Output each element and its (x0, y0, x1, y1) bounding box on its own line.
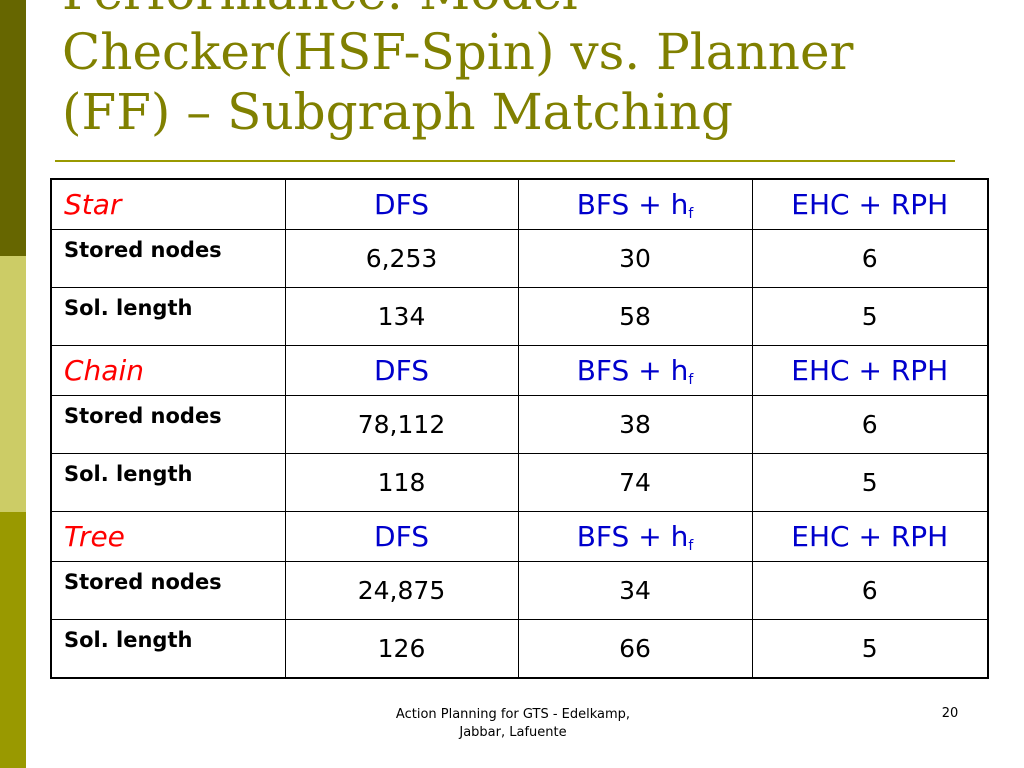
sidebar-band-bottom (0, 512, 26, 768)
method-cell: DFS (284, 178, 519, 230)
value-cell: 38 (517, 395, 753, 454)
group-label-tree: Tree (50, 511, 286, 562)
table-group-header-row: Star DFS BFS + hf EHC + RPH (50, 178, 989, 230)
footer-line-2: Jabbar, Lafuente (459, 725, 567, 740)
row-label: Stored nodes (50, 561, 286, 620)
value-cell: 34 (517, 561, 753, 620)
slide-title-line-3: (FF) – Subgraph Matching (62, 83, 733, 141)
slide-footer: Action Planning for GTS - Edelkamp, Jabb… (358, 706, 668, 742)
value-cell: 6,253 (284, 229, 519, 288)
footer-line-1: Action Planning for GTS - Edelkamp, (395, 707, 631, 722)
table-row: Stored nodes 6,253 30 6 (50, 229, 989, 288)
group-label-chain: Chain (50, 345, 286, 396)
sidebar-band-middle (0, 256, 26, 512)
value-cell: 58 (517, 287, 753, 346)
table-group-header-row: Chain DFS BFS + hf EHC + RPH (50, 345, 989, 396)
value-cell: 5 (751, 619, 989, 679)
table-row: Stored nodes 24,875 34 6 (50, 561, 989, 620)
slide-title-line-1: Performance: Model (62, 0, 992, 22)
value-cell: 6 (751, 395, 989, 454)
method-cell: EHC + RPH (751, 178, 989, 230)
method-cell: BFS + hf (517, 511, 753, 562)
slide-title-line-2: Checker(HSF-Spin) vs. Planner (62, 23, 854, 81)
value-cell: 118 (284, 453, 519, 512)
title-divider (55, 160, 955, 162)
table-group-header-row: Tree DFS BFS + hf EHC + RPH (50, 511, 989, 562)
value-cell: 24,875 (284, 561, 519, 620)
table-row: Sol. length 118 74 5 (50, 453, 989, 512)
value-cell: 5 (751, 287, 989, 346)
method-cell: BFS + hf (517, 345, 753, 396)
table-row: Sol. length 126 66 5 (50, 619, 989, 679)
method-cell: EHC + RPH (751, 511, 989, 562)
value-cell: 6 (751, 561, 989, 620)
row-label: Stored nodes (50, 229, 286, 288)
method-cell: DFS (284, 511, 519, 562)
value-cell: 6 (751, 229, 989, 288)
value-cell: 5 (751, 453, 989, 512)
row-label: Sol. length (50, 619, 286, 679)
slide-title: Performance: Model Checker(HSF-Spin) vs.… (62, 0, 992, 142)
value-cell: 126 (284, 619, 519, 679)
group-label-star: Star (50, 178, 286, 230)
row-label: Sol. length (50, 287, 286, 346)
results-table: Star DFS BFS + hf EHC + RPH Stored nodes… (50, 178, 989, 679)
row-label: Stored nodes (50, 395, 286, 454)
method-cell: DFS (284, 345, 519, 396)
page-number: 20 (941, 706, 959, 721)
table-row: Stored nodes 78,112 38 6 (50, 395, 989, 454)
method-cell: BFS + hf (517, 178, 753, 230)
sidebar-band-top (0, 0, 26, 256)
value-cell: 74 (517, 453, 753, 512)
value-cell: 30 (517, 229, 753, 288)
value-cell: 66 (517, 619, 753, 679)
table-row: Sol. length 134 58 5 (50, 287, 989, 346)
row-label: Sol. length (50, 453, 286, 512)
method-cell: EHC + RPH (751, 345, 989, 396)
value-cell: 78,112 (284, 395, 519, 454)
value-cell: 134 (284, 287, 519, 346)
